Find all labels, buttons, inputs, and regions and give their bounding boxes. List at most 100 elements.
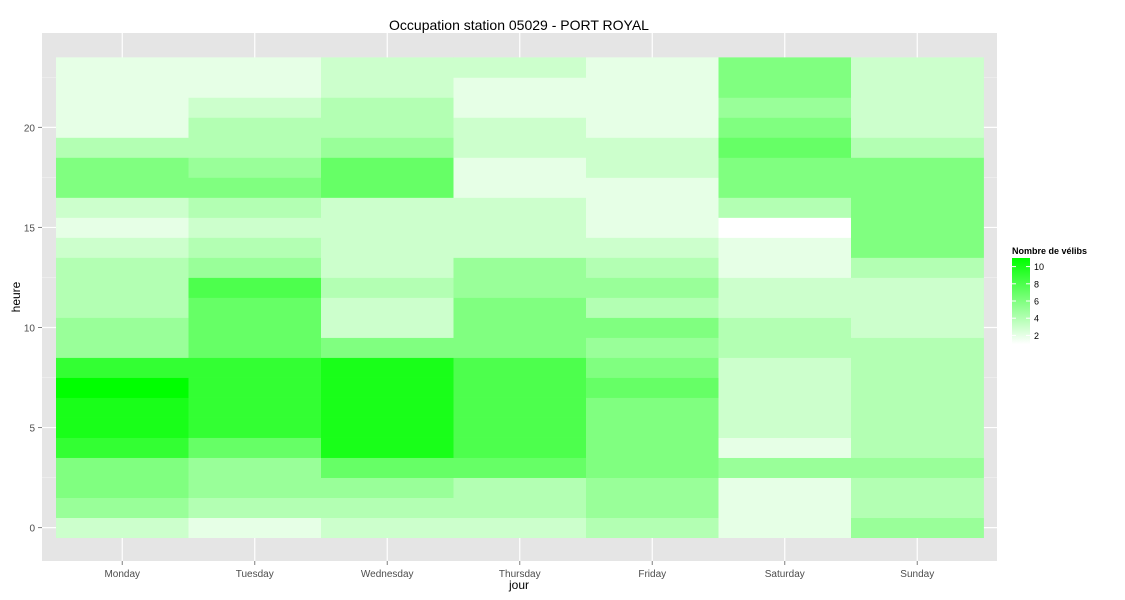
heatmap-cell [851,137,984,158]
heatmap-cell [56,257,189,278]
heatmap-cell [321,257,454,278]
chart-title: Occupation station 05029 - PORT ROYAL [389,17,649,33]
heatmap-cell [851,457,984,478]
heatmap-cell [453,197,587,218]
heatmap-cell [453,117,587,138]
heatmap-cell [851,197,984,218]
heatmap-cell [453,257,587,278]
heatmap-cell [188,197,322,218]
y-tick-label: 10 [24,324,36,335]
heatmap-cell [56,217,189,238]
heatmap-cell [851,477,984,498]
heatmap-cell [586,117,719,138]
x-axis: Monday Tuesday Wednesday Thursday Friday Satu… [104,561,934,580]
heatmap-cell [188,277,322,298]
heatmap-cell [586,57,719,78]
heatmap-cell [188,457,322,478]
heatmap-cell [188,117,322,138]
heatmap-cell [453,317,587,338]
heatmap-cell [586,437,719,458]
heatmap-cell [586,97,719,118]
heatmap-cell [718,477,852,498]
heatmap-cell [453,97,587,118]
heatmap-cell [586,157,719,178]
heatmap-cell [56,197,189,218]
heatmap-cell [188,217,322,238]
heatmap-cell [321,517,454,539]
heatmap-cell [56,77,189,98]
y-tick-label: 20 [24,123,36,134]
heatmap-cell [321,457,454,478]
heatmap-cell [188,357,322,378]
heatmap-cell [188,97,322,118]
heatmap-cell [56,317,189,338]
heatmap-cell [321,357,454,378]
heatmap-cell [188,237,322,258]
y-tick-label: 0 [29,524,35,535]
heatmap-cell [851,297,984,318]
heatmap-cell [718,77,852,98]
heatmap-cell [188,377,322,398]
heatmap-cell [586,237,719,258]
heatmap-cell [851,417,984,438]
heatmap-cell [851,237,984,258]
heatmap-cell [453,57,587,78]
heatmap-cell [718,277,852,298]
heatmap-cell [321,157,454,178]
heatmap-cell [586,497,719,518]
heatmap-cell [321,97,454,118]
heatmap-cell [188,317,322,338]
heatmap-cell [851,357,984,378]
heatmap-cell [321,57,454,78]
heatmap-cell [453,497,587,518]
heatmap-cell [851,217,984,238]
heatmap-cell [718,137,852,158]
x-tick-label: Thursday [499,569,541,580]
heatmap-cell [453,457,587,478]
heatmap-cell [56,297,189,318]
heatmap-cell [851,57,984,78]
heatmap-cell [453,137,587,158]
heatmap-cell [453,217,587,238]
heatmap-cell [321,137,454,158]
heatmap-cell [586,277,719,298]
heatmap-cell [188,297,322,318]
heatmap-cell [586,177,719,198]
heatmap-cell [851,397,984,418]
heatmap-cell [56,397,189,418]
heatmap-cell [188,417,322,438]
heatmap-cell [586,517,719,539]
heatmap-cell [188,497,322,518]
heatmap-cell [718,437,852,458]
heatmap-cell [718,497,852,518]
heatmap-cell [188,257,322,278]
heatmap-cell [453,437,587,458]
y-axis-label: heure [9,281,23,312]
heatmap-cell [586,217,719,238]
heatmap-cell [188,57,322,78]
x-axis-label: jour [508,578,529,592]
heatmap-cell [851,117,984,138]
x-tick-label: Wednesday [361,569,414,580]
heatmap-cell [586,297,719,318]
heatmap-cell [188,77,322,98]
heatmap-cell [321,297,454,318]
heatmap-cell [851,337,984,358]
heatmap-cell [718,377,852,398]
heatmap-cell [56,237,189,258]
heatmap-cell [453,157,587,178]
heatmap-cell [453,177,587,198]
heatmap-cell [321,337,454,358]
heatmap-cell [586,317,719,338]
heatmap-cell [56,437,189,458]
heatmap-cell [56,417,189,438]
heatmap-cell [188,517,322,539]
heatmap-cell [188,437,322,458]
heatmap-cell [586,377,719,398]
heatmap-cell [453,417,587,438]
heatmap-cell [718,257,852,278]
heatmap-cell [718,297,852,318]
heatmap-cell [586,137,719,158]
heatmap-cell [718,237,852,258]
heatmap-cell [718,217,852,238]
